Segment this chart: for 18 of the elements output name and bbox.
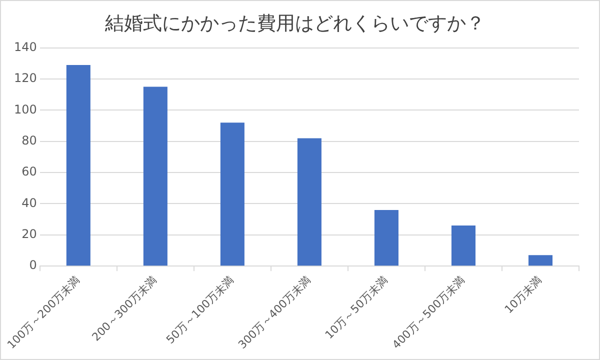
y-tick-label: 100 — [14, 102, 37, 116]
bar — [143, 86, 168, 266]
bar — [220, 122, 244, 266]
y-tick-label: 40 — [22, 196, 37, 210]
bar — [528, 255, 553, 266]
y-tick-label: 20 — [22, 227, 37, 242]
bar — [374, 210, 398, 266]
bar — [66, 64, 90, 266]
chart-title: 結婚式にかかった費用はどれくらいですか？ — [104, 12, 485, 34]
x-tick-label: 10万未満 — [502, 274, 545, 316]
y-tick-label: 0 — [29, 258, 37, 272]
y-tick-label: 80 — [22, 133, 37, 148]
y-tick-label: 140 — [14, 40, 37, 54]
x-tick-label: 10万～50万未満 — [322, 274, 391, 342]
bar — [451, 226, 476, 266]
y-tick-label: 120 — [14, 71, 37, 86]
y-tick-label: 60 — [22, 164, 37, 179]
bar — [297, 138, 322, 266]
